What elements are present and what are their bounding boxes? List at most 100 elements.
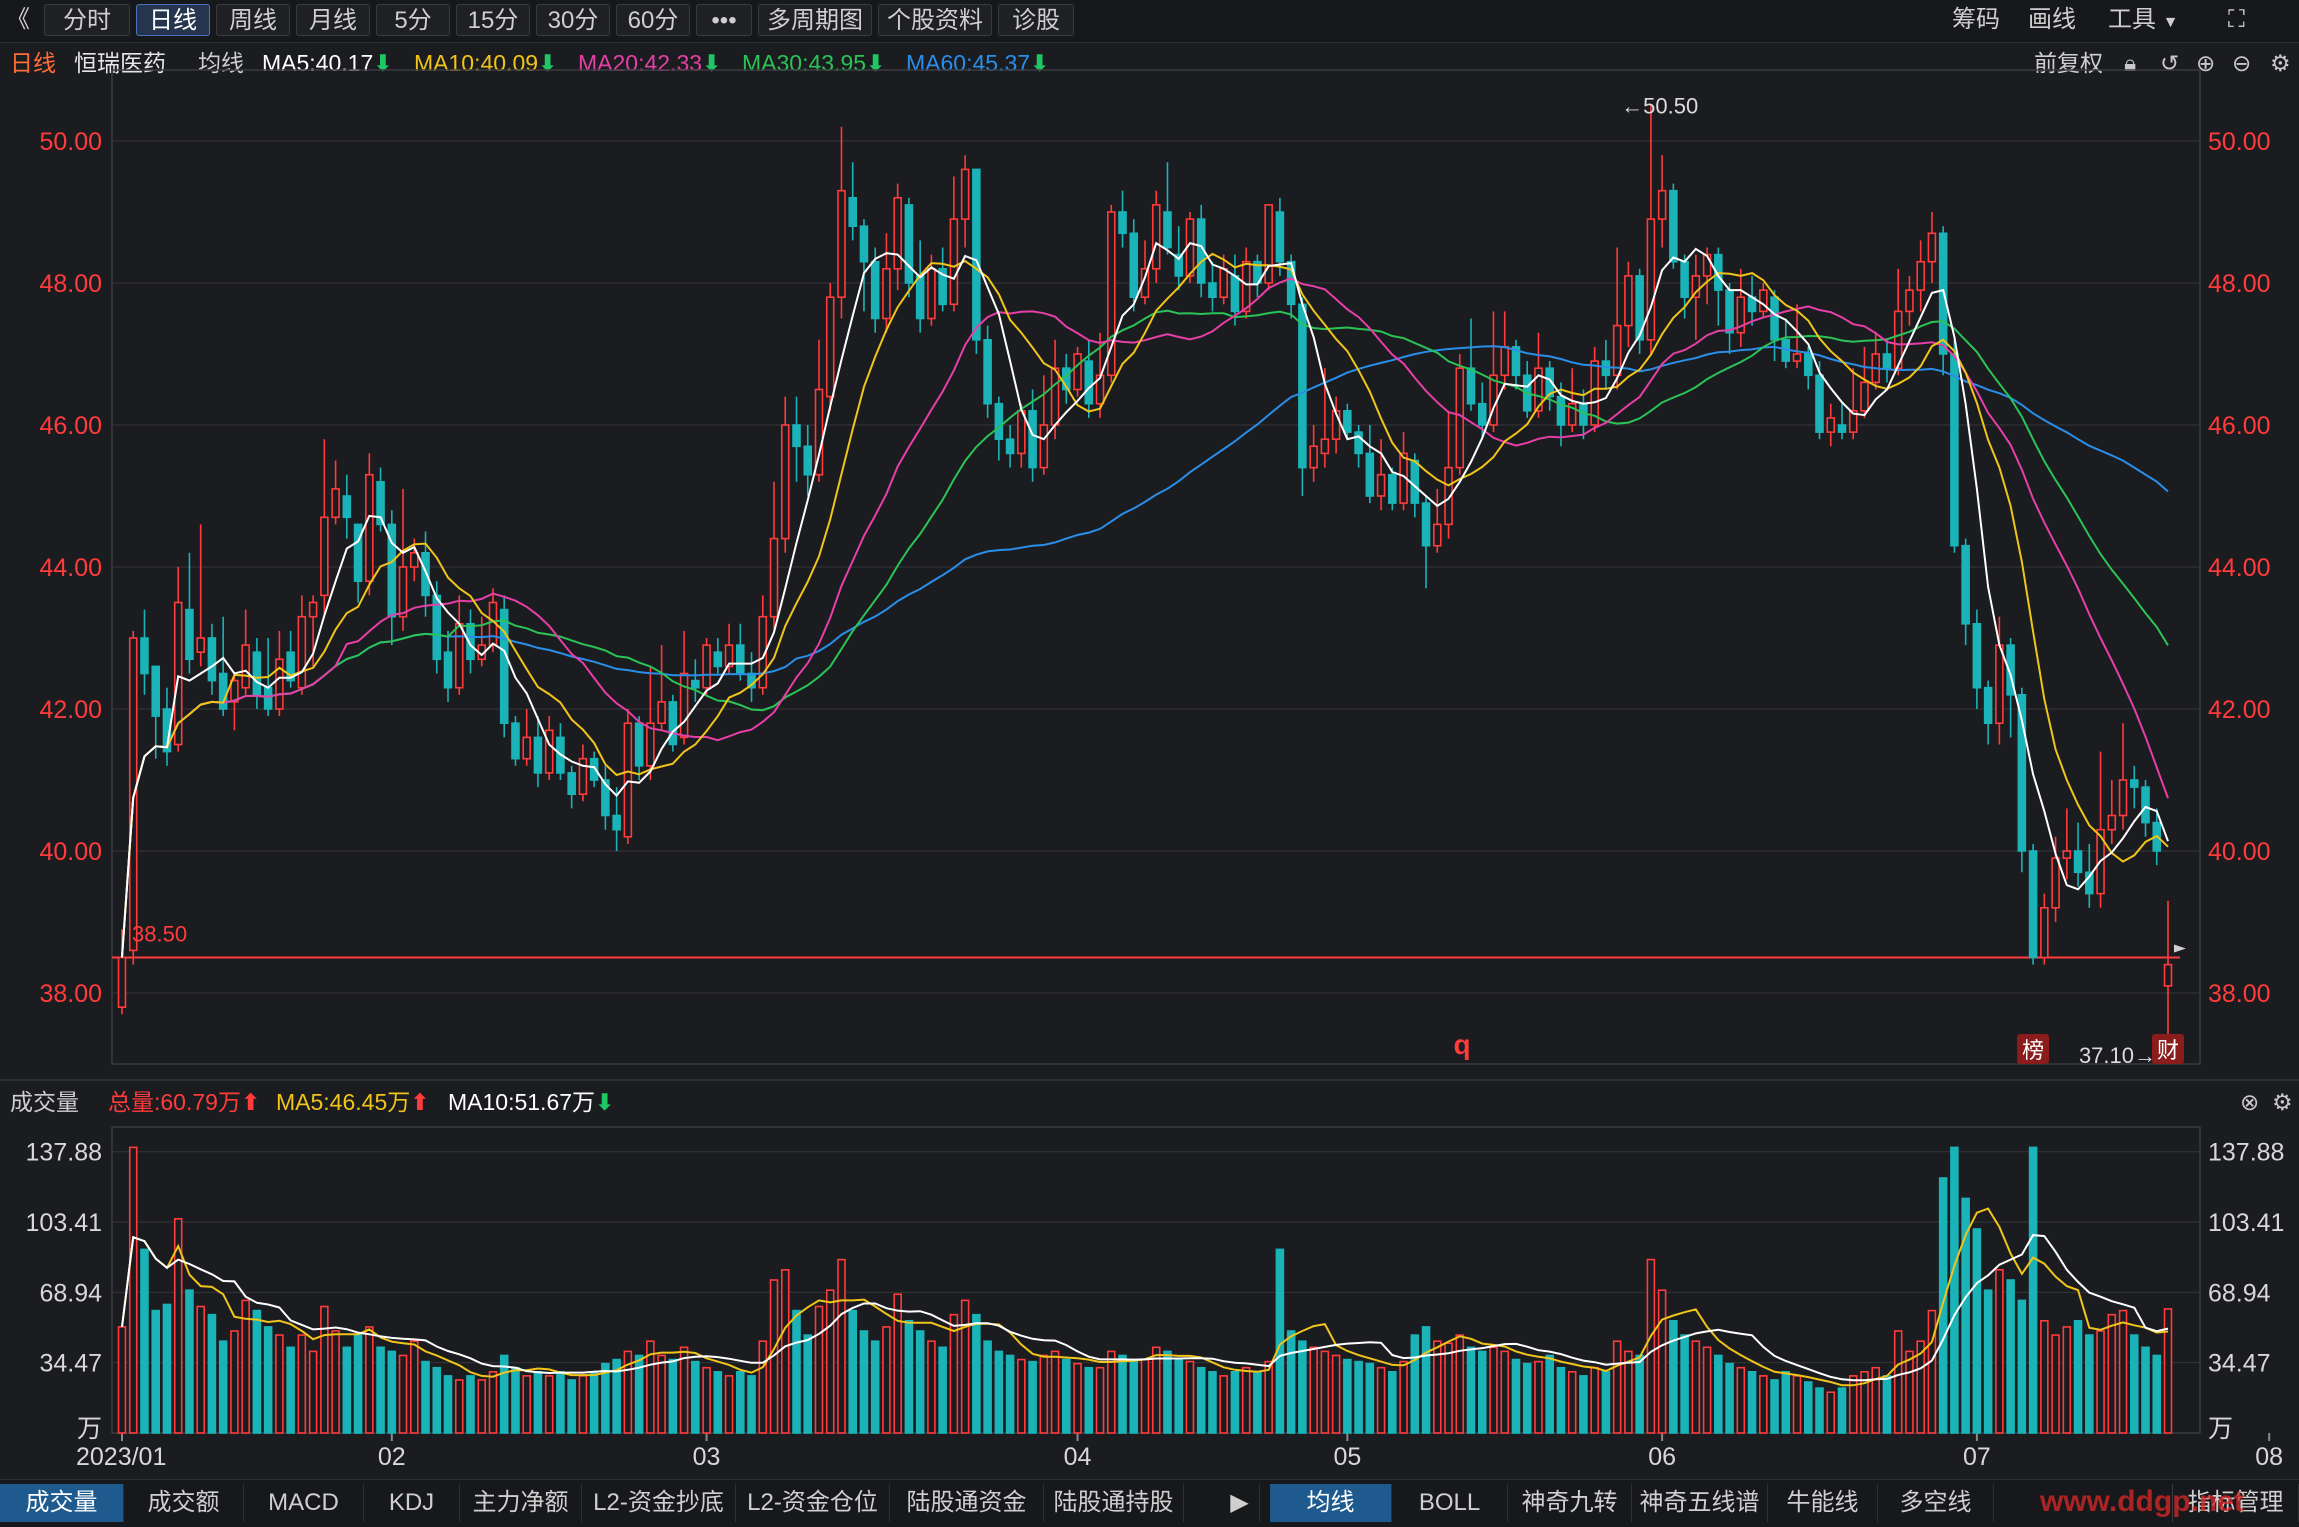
settings-icon[interactable]: ⚙: [2270, 50, 2291, 76]
close-panel-icon[interactable]: ⊗: [2240, 1089, 2260, 1115]
volume-tick-left: 68.94: [39, 1279, 102, 1307]
volume-bar: [1106, 1350, 1116, 1434]
date-label: 03: [693, 1443, 721, 1471]
volume-bar: [814, 1305, 824, 1434]
chart-area[interactable]: 50.00 50.00 48.00 48.00 46.00 46.00 44.00 44.00…: [0, 42, 2299, 1479]
tabs-next-icon[interactable]: ▶: [1220, 1484, 1260, 1522]
zoom-in-icon[interactable]: ⊕: [2196, 50, 2216, 76]
candle-body: [1545, 367, 1554, 398]
zoom-out-icon[interactable]: ⊖: [2232, 50, 2252, 76]
draw-line-button[interactable]: 画线: [2028, 6, 2076, 33]
tab-11[interactable]: 诊股: [998, 4, 1074, 36]
candle-body: [387, 523, 397, 618]
indicator-tab-0[interactable]: 成交量: [0, 1484, 124, 1522]
overlay-tab-4[interactable]: 牛能线: [1768, 1484, 1878, 1522]
tab-1[interactable]: 日线: [136, 4, 210, 36]
overlay-tab-1[interactable]: BOLL: [1392, 1484, 1508, 1522]
indicator-tab-4[interactable]: 主力净额: [460, 1484, 582, 1522]
candle-body: [994, 402, 1004, 441]
candle-body: [308, 601, 318, 618]
ma30-value: MA30:43.95⬇: [742, 50, 886, 76]
volume-bar: [657, 1354, 666, 1434]
candle-body: [1826, 417, 1836, 433]
overlay-tab-0[interactable]: 均线: [1270, 1484, 1392, 1522]
indicator-tab-6[interactable]: L2-资金仓位: [736, 1484, 890, 1522]
indicator-tab-5[interactable]: L2-资金抄底: [582, 1484, 736, 1522]
marker-q: q: [1453, 1029, 1470, 1060]
candle-body: [230, 679, 239, 703]
volume-bar: [1995, 1269, 2004, 1434]
volume-bar: [1151, 1346, 1161, 1434]
volume-bar: [972, 1313, 981, 1434]
candle-body: [1050, 367, 1060, 426]
volume-bar: [1376, 1366, 1386, 1434]
volume-bar: [162, 1303, 172, 1434]
volume-bar: [1466, 1346, 1476, 1434]
tab-4[interactable]: 5分: [376, 4, 450, 36]
volume-bar: [915, 1330, 925, 1434]
back-icon[interactable]: 《: [6, 6, 30, 33]
volume-bar: [1095, 1366, 1105, 1434]
volume-bar: [2051, 1334, 2060, 1434]
tab-9[interactable]: 多周期图: [758, 4, 872, 36]
ma-label[interactable]: 均线: [198, 50, 244, 76]
indicator-tab-7[interactable]: 陆股通资金: [890, 1484, 1044, 1522]
panel-settings-icon[interactable]: ⚙: [2272, 1089, 2293, 1115]
tab-8[interactable]: •••: [696, 4, 752, 36]
indicator-tab-3[interactable]: KDJ: [364, 1484, 460, 1522]
volume-bar: [353, 1334, 363, 1434]
candle-body: [533, 736, 543, 774]
price-tick-right: 48.00: [2208, 270, 2271, 298]
volume-bar: [1556, 1366, 1566, 1434]
adjust-label[interactable]: 前复权: [2034, 50, 2103, 76]
candle-body: [578, 757, 588, 796]
ma30-line: [121, 309, 2169, 958]
reference-label: 38.50: [132, 922, 187, 947]
indicator-tab-1[interactable]: 成交额: [124, 1484, 244, 1522]
chips-button[interactable]: 筹码: [1952, 6, 2000, 33]
volume-bar: [960, 1299, 970, 1434]
indicator-manage-button[interactable]: 指标管理: [2172, 1484, 2299, 1522]
candle-body: [960, 168, 970, 220]
indicator-tab-8[interactable]: 陆股通持股: [1044, 1484, 1184, 1522]
volume-bar: [1702, 1346, 1712, 1434]
tab-6[interactable]: 30分: [536, 4, 610, 36]
volume-bar: [1331, 1354, 1341, 1434]
tab-0[interactable]: 分时: [44, 4, 130, 36]
price-tick-left: 40.00: [39, 838, 102, 866]
candle-body: [1500, 346, 1510, 377]
candle-body: [1028, 409, 1037, 469]
volume-bar: [1286, 1330, 1296, 1434]
volume-bar: [1871, 1366, 1880, 1434]
tab-2[interactable]: 周线: [216, 4, 290, 36]
volume-bar: [2062, 1326, 2072, 1434]
volume-bar: [825, 1289, 835, 1434]
candle-body: [623, 722, 633, 838]
volume-bar: [185, 1289, 194, 1434]
ma20-line: [121, 277, 2169, 958]
price-tick-right: 46.00: [2208, 412, 2271, 440]
candle-body: [1657, 189, 1667, 220]
candle-body: [466, 622, 475, 661]
volume-bar: [837, 1258, 846, 1434]
volume-bar: [1073, 1362, 1082, 1434]
overlay-tab-2[interactable]: 神奇九转: [1508, 1484, 1632, 1522]
candle-body: [837, 189, 846, 298]
overlay-tab-3[interactable]: 神奇五线谱: [1632, 1484, 1768, 1522]
volume-bar: [1062, 1358, 1071, 1434]
tab-5[interactable]: 15分: [456, 4, 530, 36]
volume-bar: [286, 1346, 295, 1434]
volume-bar: [589, 1371, 599, 1434]
tab-3[interactable]: 月线: [296, 4, 370, 36]
candle-body: [1241, 260, 1251, 313]
fullscreen-icon[interactable]: ⛶: [2228, 6, 2245, 33]
volume-bar: [758, 1340, 768, 1434]
indicator-tab-2[interactable]: MACD: [244, 1484, 364, 1522]
tab-7[interactable]: 60分: [616, 4, 690, 36]
tab-10[interactable]: 个股资料: [878, 4, 992, 36]
candle-body: [1916, 260, 1925, 291]
volume-bar: [736, 1371, 745, 1434]
candle-body: [454, 622, 464, 689]
overlay-tab-5[interactable]: 多空线: [1878, 1484, 1994, 1522]
tools-button[interactable]: 工具 ▼: [2108, 6, 2179, 33]
